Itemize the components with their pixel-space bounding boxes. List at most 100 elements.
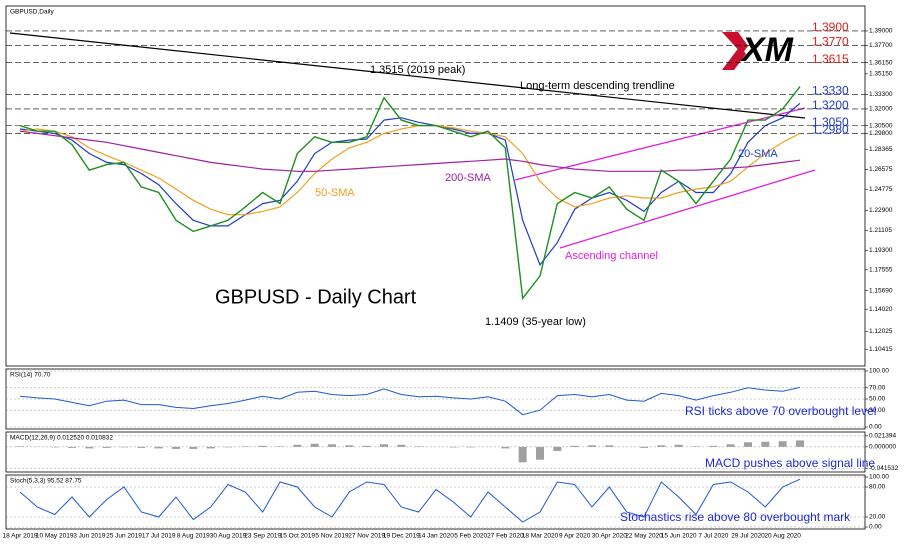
series-label: 50-SMA	[315, 187, 355, 199]
logo-text: XM	[740, 31, 794, 69]
y-tick-label: 0.000000	[869, 444, 896, 451]
y-tick-label: 1.33300	[869, 91, 893, 98]
macd-bar	[414, 446, 423, 447]
y-tick-label: 1.17555	[869, 267, 893, 274]
y-tick-label: 1.24775	[869, 186, 893, 193]
logo-mark	[722, 32, 748, 70]
x-tick-label: 19 Dec 2019	[383, 533, 420, 540]
panel-annotation: MACD pushes above signal line	[705, 456, 875, 470]
macd-bar	[137, 446, 146, 448]
y-tick-label: 1.15690	[869, 287, 893, 294]
y-tick-label: 0.00	[869, 424, 882, 431]
y-tick-label: 1.12025	[869, 328, 893, 335]
channel-lower	[559, 169, 816, 249]
y-tick-label: 1.19300	[869, 247, 893, 254]
panel-annotation: Stochastics rise above 80 overbought mar…	[620, 510, 851, 524]
chart-title: GBPUSD - Daily Chart	[215, 286, 417, 308]
y-tick-label: 1.36150	[869, 59, 893, 66]
x-tick-label: 22 May 2020	[625, 533, 663, 540]
y-tick-label: 1.26575	[869, 166, 893, 173]
indicator-line	[19, 478, 801, 523]
series-label: 200-SMA	[445, 172, 492, 184]
panel-annotation: RSI ticks above 70 overbought level	[685, 404, 876, 418]
panel-header: MACD(12,26,9) 0.012520 0.010832	[10, 435, 113, 442]
macd-bar	[449, 446, 458, 448]
x-tick-label: 5 Feb 2020	[454, 533, 487, 540]
annotation: 1.3515 (2019 peak)	[370, 64, 465, 76]
x-tick-label: 14 Jan 2020	[418, 533, 454, 540]
panel-header: RSI(14) 70.70	[10, 372, 51, 379]
y-tick-label: 1.35150	[869, 71, 893, 78]
y-tick-label: 100.00	[869, 474, 889, 481]
macd-bar	[674, 444, 683, 447]
level-label: 1.3615	[812, 52, 849, 66]
macd-bar	[640, 446, 648, 448]
macd-bar	[189, 446, 198, 449]
main-frame	[5, 5, 866, 367]
y-tick-label: 1.28365	[869, 146, 893, 153]
macd-bar	[68, 446, 76, 448]
y-tick-label: 1.29800	[869, 130, 893, 137]
y-tick-label: 100.00	[869, 368, 889, 375]
macd-frame	[5, 431, 866, 473]
x-tick-label: 30 Apr 2020	[592, 533, 627, 540]
macd-bar	[536, 446, 544, 460]
macd-bar	[796, 440, 804, 447]
level-label: 1.3900	[812, 20, 849, 34]
annotation: Long-term descending trendline	[520, 80, 675, 92]
annotation: Ascending channel	[565, 250, 658, 262]
macd-bar	[258, 445, 267, 447]
macd-bar	[692, 446, 700, 447]
macd-bar	[380, 444, 388, 447]
y-tick-label: 1.21105	[869, 227, 892, 234]
macd-bar	[362, 445, 371, 447]
x-tick-label: 18 Apr 2019	[2, 533, 37, 540]
macd-bar	[588, 445, 596, 447]
macd-bar	[102, 446, 111, 448]
y-tick-label: 50.00	[869, 396, 886, 403]
level-label: 1.3050	[812, 115, 849, 129]
macd-bar	[709, 445, 718, 447]
macd-bar	[241, 446, 250, 447]
macd-bar	[501, 446, 510, 449]
macd-bar	[50, 446, 59, 448]
macd-bar	[778, 441, 787, 447]
macd-bar	[397, 444, 406, 447]
macd-bar	[154, 446, 163, 449]
macd-bar	[726, 444, 735, 447]
y-tick-label: 80.00	[869, 484, 886, 491]
x-tick-label: 25 Jun 2019	[106, 533, 142, 540]
macd-bar	[761, 441, 770, 447]
x-tick-label: 15 Jun 2020	[661, 533, 697, 540]
indicator-line	[19, 386, 801, 416]
sma-line	[19, 130, 801, 172]
macd-bar	[310, 443, 319, 447]
macd-bar	[224, 446, 232, 448]
x-tick-label: 9 Apr 2020	[559, 533, 591, 540]
panel-header: Stoch(5,3,3) 95.52 87.75	[10, 478, 82, 485]
x-tick-label: 18 Mar 2020	[522, 533, 559, 540]
y-tick-label: -0.041532	[869, 465, 899, 472]
y-tick-label: 1.37700	[869, 42, 893, 49]
stoch-frame	[5, 474, 866, 530]
descending-trendline	[9, 32, 806, 119]
y-tick-label: 1.39000	[869, 28, 893, 35]
macd-bar	[553, 446, 562, 451]
y-tick-label: 70.00	[869, 385, 886, 392]
x-tick-label: 3 Jun 2019	[73, 533, 106, 540]
level-label: 1.3770	[812, 35, 849, 49]
macd-bar	[293, 444, 302, 447]
level-label: 1.3330	[812, 84, 849, 98]
y-tick-label: 1.30500	[869, 122, 893, 129]
y-tick-label: 1.32000	[869, 106, 893, 113]
x-tick-label: 7 Jul 2020	[698, 533, 728, 540]
macd-bar	[85, 446, 94, 449]
x-tick-label: 8 Aug 2019	[177, 533, 210, 540]
price-line	[19, 86, 801, 301]
sma-line	[19, 102, 801, 267]
x-tick-label: 23 Sep 2019	[244, 533, 281, 540]
annotation: 1.1409 (35-year low)	[485, 316, 586, 328]
macd-bar	[206, 446, 215, 449]
x-tick-label: 27 Nov 2019	[348, 533, 385, 540]
